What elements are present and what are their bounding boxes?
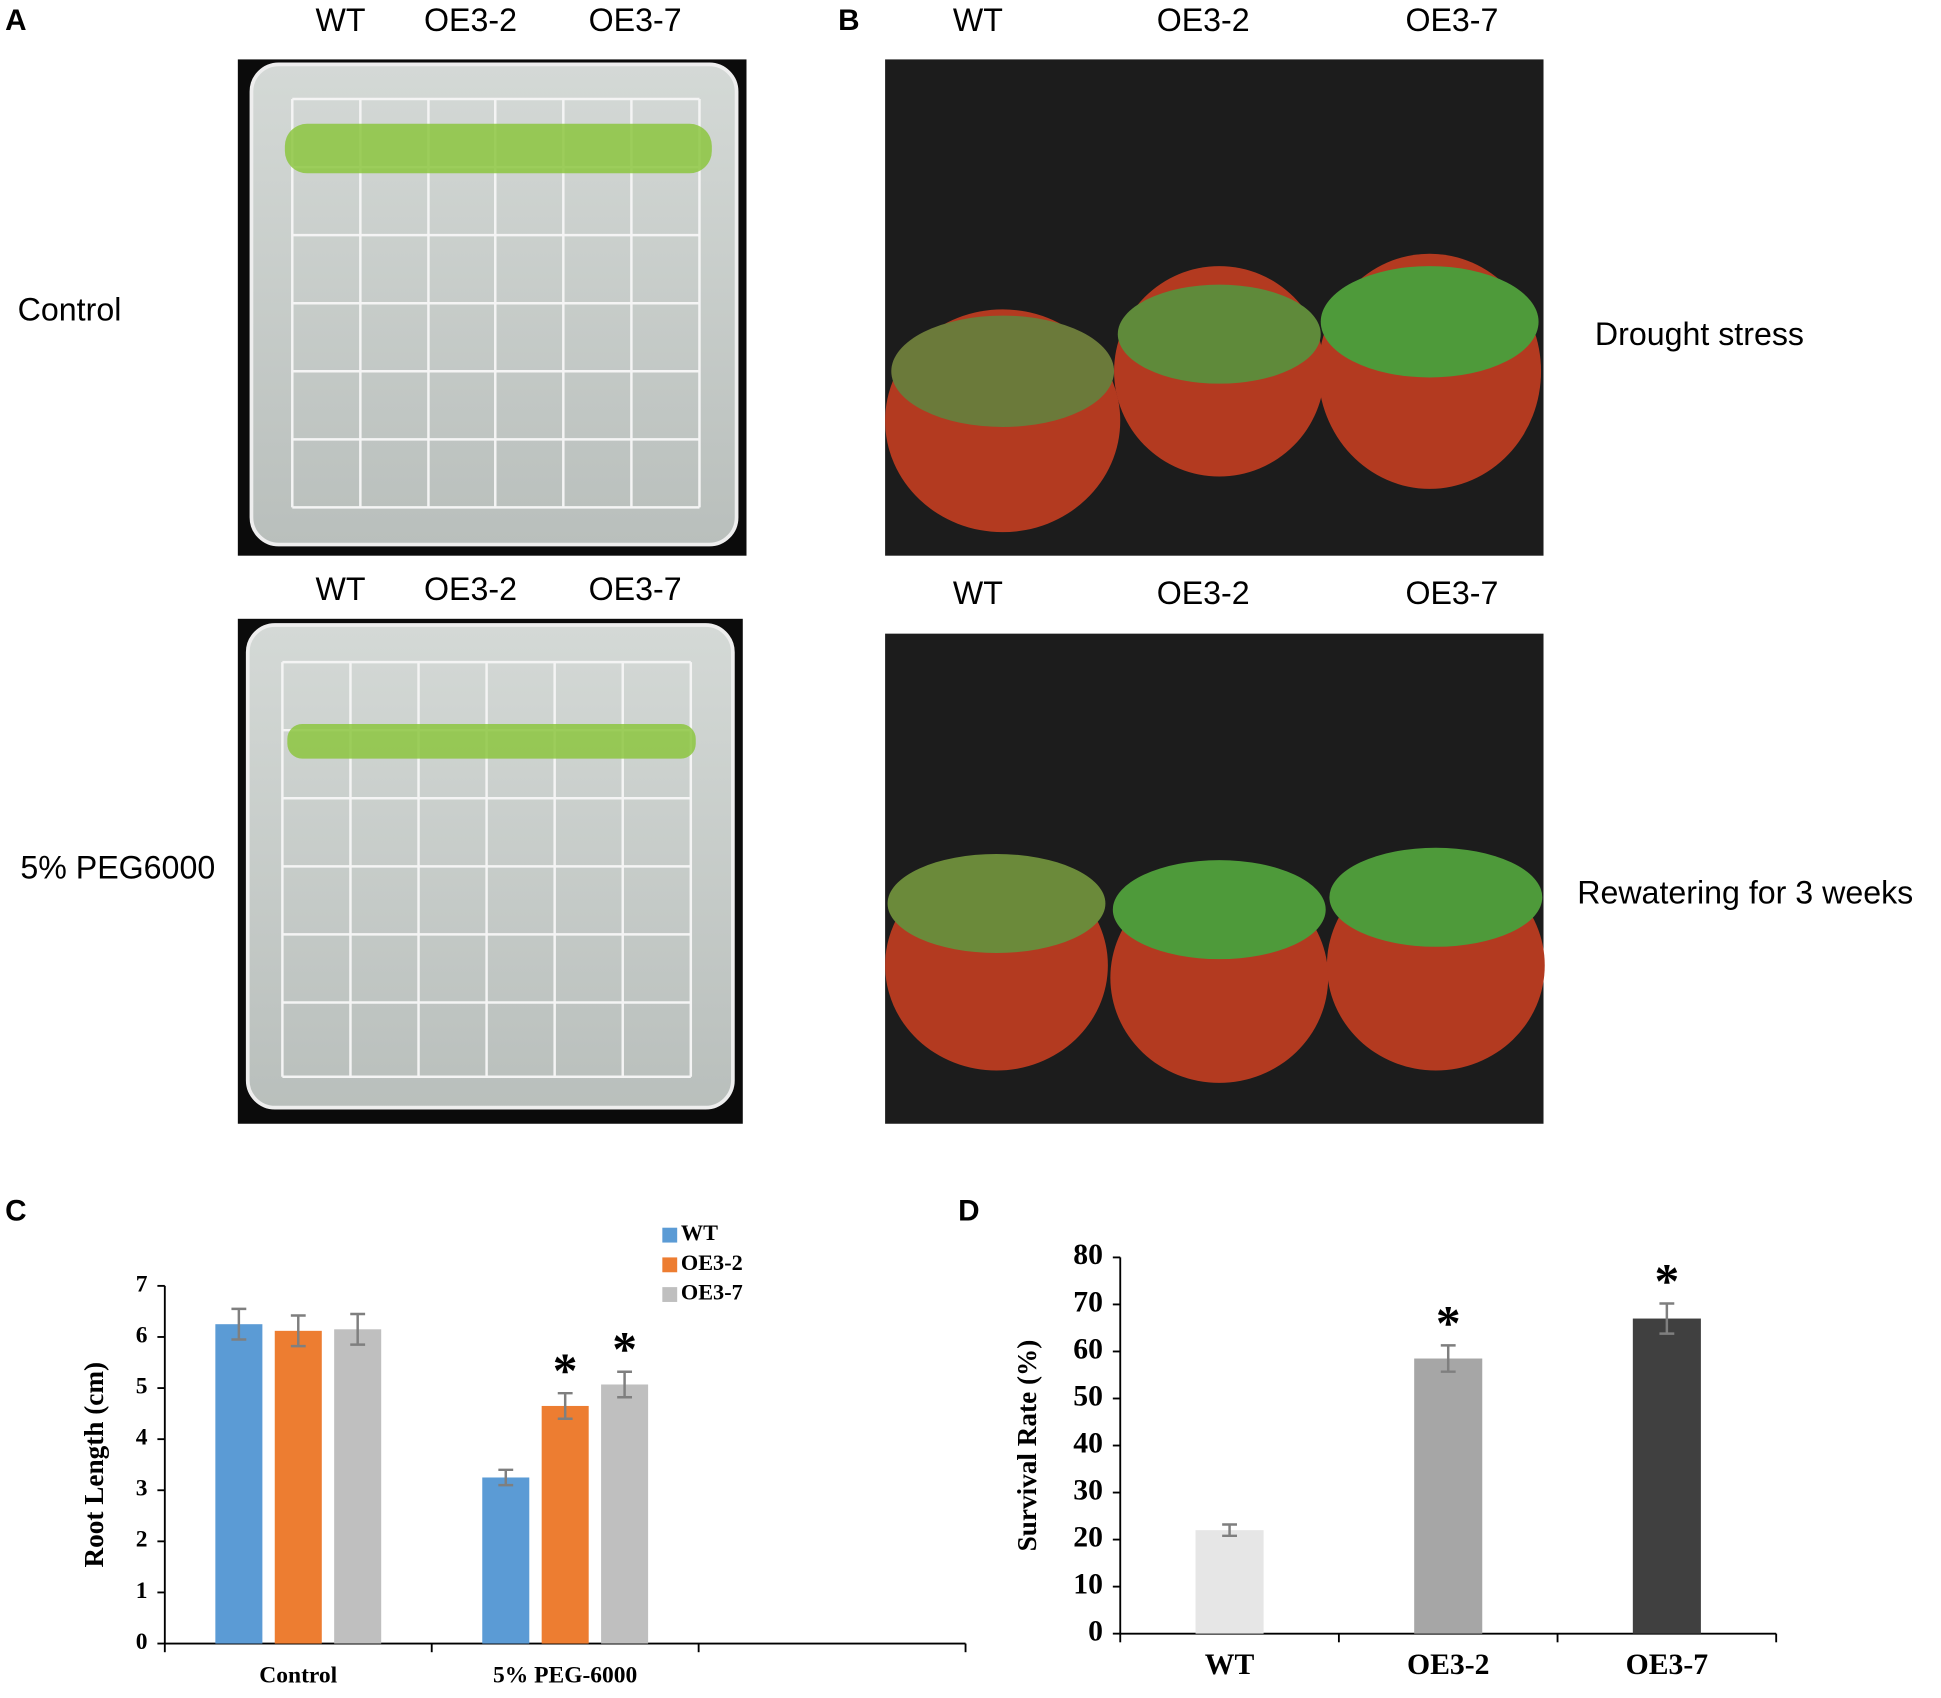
genotype-label: OE3-2 [424, 571, 517, 607]
y-axis-label: Root Length (cm) [79, 1362, 109, 1568]
bar [1632, 1318, 1701, 1634]
photo-b-top [885, 59, 1544, 556]
y-tick-label: 80 [1073, 1239, 1103, 1271]
genotype-label: OE3-2 [1157, 2, 1250, 38]
condition-label: 5% PEG6000 [20, 850, 215, 886]
bar [215, 1324, 263, 1644]
bar [1414, 1358, 1483, 1634]
genotype-label: OE3-2 [424, 2, 517, 38]
genotype-label: WT [316, 2, 366, 38]
bar [482, 1477, 530, 1644]
bar [334, 1329, 382, 1644]
x-tick-label: Control [259, 1662, 337, 1688]
significance-marker: * [612, 1322, 637, 1377]
bar [1195, 1530, 1264, 1634]
legend-label: WT [681, 1220, 718, 1245]
y-axis-label: Survival Rate (%) [1012, 1340, 1042, 1552]
y-tick-label: 60 [1073, 1333, 1103, 1365]
bar [601, 1384, 649, 1644]
genotype-label: OE3-2 [1157, 575, 1250, 611]
error-bar [557, 1391, 573, 1420]
y-tick-label: 20 [1073, 1521, 1103, 1553]
legend-swatch [662, 1257, 678, 1273]
photo-a-bottom [237, 618, 743, 1124]
bar [274, 1330, 322, 1644]
legend-swatch [662, 1227, 678, 1243]
genotype-label: WT [953, 2, 1003, 38]
genotype-label: OE3-7 [589, 571, 682, 607]
condition-label: Drought stress [1595, 316, 1804, 352]
genotype-label: OE3-7 [1405, 2, 1498, 38]
significance-marker: * [1436, 1295, 1461, 1350]
y-tick-label: 7 [136, 1271, 148, 1297]
error-bar [617, 1370, 633, 1399]
y-tick-label: 5 [136, 1373, 148, 1399]
y-tick-label: 3 [136, 1476, 148, 1502]
error-bar [231, 1307, 247, 1341]
x-tick-label: OE3-2 [1407, 1649, 1489, 1681]
genotype-label: WT [316, 571, 366, 607]
significance-marker: * [553, 1343, 578, 1398]
legend-label: OE3-2 [681, 1250, 743, 1275]
x-tick-label: WT [1205, 1649, 1255, 1681]
error-bar [1222, 1523, 1237, 1538]
y-tick-label: 30 [1073, 1474, 1103, 1506]
condition-label: Rewatering for 3 weeks [1577, 874, 1913, 910]
y-tick-label: 0 [1088, 1615, 1103, 1647]
photo-b-bottom [885, 633, 1545, 1124]
panel-letter: B [838, 4, 859, 37]
x-tick-label: OE3-7 [1626, 1649, 1709, 1681]
y-tick-label: 1 [136, 1578, 148, 1604]
error-bar [1659, 1302, 1675, 1335]
legend-label: OE3-7 [681, 1280, 743, 1305]
panel-letter: D [958, 1195, 979, 1228]
panel-letter: A [5, 4, 26, 37]
y-tick-label: 0 [136, 1629, 148, 1655]
y-tick-label: 50 [1073, 1380, 1103, 1412]
bar [541, 1405, 589, 1644]
y-tick-label: 4 [136, 1425, 148, 1451]
legend-swatch [662, 1287, 678, 1302]
error-bar [498, 1468, 514, 1487]
y-tick-label: 10 [1073, 1568, 1103, 1600]
y-tick-label: 40 [1073, 1427, 1103, 1459]
genotype-label: OE3-7 [589, 2, 682, 38]
significance-marker: * [1654, 1254, 1679, 1309]
photo-a-top [237, 59, 747, 556]
condition-label: Control [18, 291, 122, 327]
y-tick-label: 6 [136, 1322, 148, 1348]
y-tick-label: 2 [136, 1527, 148, 1553]
genotype-label: OE3-7 [1405, 575, 1498, 611]
genotype-label: WT [953, 575, 1003, 611]
error-bar [350, 1312, 366, 1346]
panel-letter: C [5, 1195, 26, 1228]
y-tick-label: 70 [1073, 1286, 1103, 1318]
x-tick-label: 5% PEG-6000 [493, 1662, 637, 1688]
error-bar [290, 1314, 306, 1348]
error-bar [1440, 1344, 1456, 1373]
